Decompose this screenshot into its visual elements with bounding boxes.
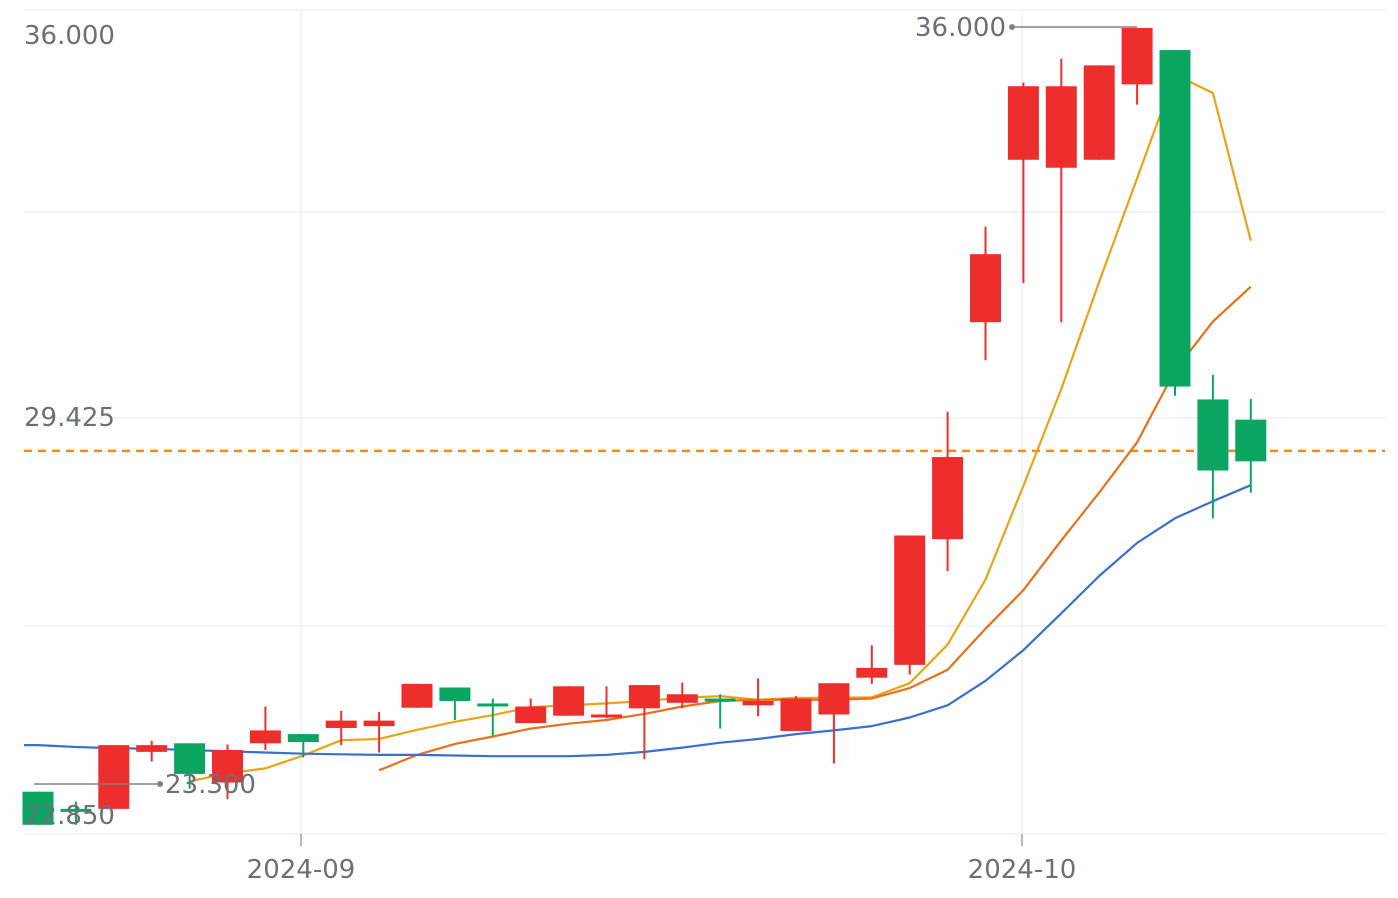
ma-line-1 — [189, 73, 1252, 783]
candle-body — [477, 703, 509, 707]
candle-body — [1159, 50, 1191, 387]
candle — [98, 745, 130, 809]
grid — [24, 9, 1385, 846]
candle-body — [439, 687, 471, 701]
annotations: 36.000 23.300 — [34, 13, 1138, 800]
candles — [22, 28, 1267, 825]
candle — [1121, 28, 1153, 105]
candle — [704, 694, 736, 729]
candle — [666, 682, 698, 709]
candle — [1159, 50, 1191, 396]
candle — [1235, 398, 1267, 493]
candle — [818, 683, 850, 764]
candle-body — [60, 808, 92, 812]
candle-body — [1007, 86, 1039, 160]
candle-body — [174, 743, 206, 774]
candle — [174, 743, 206, 789]
candle — [439, 687, 471, 720]
candle-body — [1121, 28, 1153, 85]
candle-body — [553, 686, 585, 716]
candle-body — [287, 734, 319, 743]
candle — [856, 645, 888, 684]
candle — [60, 801, 92, 825]
candle-body — [704, 698, 736, 702]
candle-body — [212, 750, 243, 783]
candle-body — [932, 457, 964, 540]
candle-body — [249, 730, 281, 744]
candle-body — [894, 535, 926, 665]
candle — [742, 678, 774, 717]
candle — [22, 791, 54, 825]
candle — [1007, 82, 1039, 283]
candle — [325, 710, 357, 746]
candle-body — [780, 698, 812, 732]
candle-body — [1235, 419, 1267, 462]
candle-body — [22, 791, 54, 825]
candle-body — [628, 685, 660, 709]
candle — [553, 686, 585, 716]
candle — [249, 706, 281, 751]
candle — [515, 698, 547, 724]
candle — [477, 698, 509, 736]
candle — [932, 411, 964, 572]
x-tick-label-oct: 2024-10 — [968, 855, 1077, 885]
max-annotation-label: 36.000 — [915, 13, 1006, 43]
y-label-mid: 29.425 — [24, 403, 115, 433]
candle — [1083, 65, 1115, 160]
candle — [401, 683, 433, 708]
candle — [287, 734, 319, 758]
candle-body — [666, 694, 698, 703]
candle-body — [363, 720, 395, 727]
candle — [136, 740, 168, 762]
min-annotation-label: 23.300 — [165, 770, 256, 800]
candle-body — [970, 254, 1001, 323]
candle — [894, 535, 926, 675]
ma-line-3 — [24, 484, 1252, 758]
candle-body — [856, 667, 888, 678]
min-marker-dot — [157, 781, 163, 787]
candle-body — [1045, 86, 1077, 168]
moving-average-lines — [24, 73, 1252, 783]
candle — [363, 712, 395, 753]
candle — [628, 685, 660, 760]
y-label-max: 36.000 — [24, 21, 115, 51]
candle-body — [325, 720, 357, 728]
candle-body — [515, 706, 547, 724]
candle — [970, 226, 1001, 361]
candle — [780, 696, 812, 732]
ma-line-2 — [378, 285, 1252, 772]
candle-body — [1083, 65, 1115, 160]
candle-body — [742, 700, 774, 706]
candle-body — [98, 745, 130, 809]
candle-body — [818, 683, 850, 715]
y-label-min: 22.850 — [24, 801, 115, 831]
candle-body — [136, 745, 168, 752]
candle — [212, 744, 243, 800]
candle — [1197, 374, 1229, 519]
candle — [591, 686, 622, 719]
candle — [1045, 58, 1077, 323]
candle-body — [591, 714, 622, 718]
max-marker-dot — [1009, 24, 1015, 30]
x-tick-label-sep: 2024-09 — [247, 855, 356, 885]
candle-body — [1197, 399, 1229, 471]
candle-body — [401, 683, 433, 708]
